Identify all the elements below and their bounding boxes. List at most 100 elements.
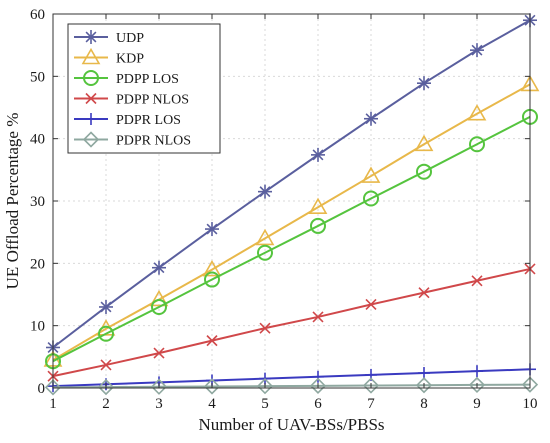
legend-item-pdpp-nlos: PDPP NLOS xyxy=(74,93,189,108)
data-point-pdpr-nlos xyxy=(97,378,115,396)
marker xyxy=(310,217,326,234)
x-tick-label: 7 xyxy=(367,396,375,412)
marker xyxy=(418,287,430,299)
data-point-pdpp-nlos xyxy=(259,322,271,334)
marker xyxy=(97,378,115,396)
marker xyxy=(204,271,220,288)
marker xyxy=(469,136,485,153)
data-point-kdp xyxy=(361,166,381,183)
series-line-pdpr-nlos xyxy=(52,383,531,389)
y-tick-label: 0 xyxy=(38,381,46,397)
data-point-pdpr-nlos xyxy=(256,377,274,395)
series-line-udp xyxy=(52,19,531,349)
x-tick-label: 4 xyxy=(208,396,216,412)
x-tick-label: 10 xyxy=(523,396,538,412)
marker xyxy=(100,359,112,371)
data-point-pdpp-los xyxy=(151,298,167,315)
x-tick-label: 5 xyxy=(261,396,269,412)
marker xyxy=(259,186,271,198)
data-point-pdpp-los xyxy=(416,163,432,180)
marker xyxy=(206,223,218,235)
data-point-udp xyxy=(152,260,166,275)
marker xyxy=(308,197,328,215)
legend-box xyxy=(67,23,221,154)
data-point-pdpr-nlos xyxy=(468,376,486,394)
data-point-kdp xyxy=(308,197,328,215)
data-point-pdpr-nlos xyxy=(309,377,327,394)
marker xyxy=(206,335,218,347)
marker xyxy=(259,322,271,334)
data-point-pdpr-nlos xyxy=(521,376,539,393)
y-tick-label: 60 xyxy=(30,7,45,23)
y-tick-label: 50 xyxy=(30,69,45,85)
marker xyxy=(150,378,168,395)
marker xyxy=(362,377,380,394)
x-tick-label: 3 xyxy=(155,396,163,412)
marker xyxy=(153,262,165,274)
marker xyxy=(365,298,377,311)
data-point-pdpp-los xyxy=(257,244,273,261)
y-tick-label: 10 xyxy=(30,319,45,335)
data-point-udp xyxy=(470,43,484,58)
series-line-pdpp-nlos xyxy=(52,267,531,378)
marker xyxy=(83,70,99,86)
data-point-kdp xyxy=(467,104,487,121)
y-tick-label: 20 xyxy=(30,256,45,272)
marker xyxy=(521,376,539,393)
data-point-udp xyxy=(258,184,272,199)
legend-item-udp: UDP xyxy=(74,30,144,46)
legend-label: PDPP NLOS xyxy=(116,93,189,108)
series-pdpp-nlos xyxy=(47,263,536,382)
data-point-udp xyxy=(364,111,378,126)
data-point-pdpp-los xyxy=(469,136,485,153)
legend-swatch-marker xyxy=(85,113,97,125)
y-tick-label: 40 xyxy=(30,132,45,148)
marker xyxy=(467,104,487,121)
marker xyxy=(471,44,483,56)
data-point-udp xyxy=(205,222,219,237)
legend-label: UDP xyxy=(116,31,144,46)
data-point-pdpp-nlos xyxy=(100,359,112,371)
data-point-pdpp-nlos xyxy=(312,311,324,323)
data-point-udp xyxy=(311,147,325,162)
marker xyxy=(415,377,433,394)
data-point-pdpr-nlos xyxy=(203,378,221,395)
legend-swatch-marker xyxy=(83,70,99,86)
data-point-udp xyxy=(99,299,113,314)
x-tick-label: 9 xyxy=(473,396,481,412)
data-point-kdp xyxy=(414,134,434,152)
data-point-kdp xyxy=(255,228,275,246)
legend-item-kdp: KDP xyxy=(74,47,144,67)
data-point-pdpp-los xyxy=(204,271,220,288)
series-line-kdp xyxy=(52,83,531,361)
x-tick-label: 2 xyxy=(102,396,110,412)
data-point-udp xyxy=(417,76,431,91)
legend-swatch-marker xyxy=(84,30,98,44)
marker xyxy=(85,92,97,105)
data-point-pdpp-nlos xyxy=(418,287,430,299)
series-pdpr-nlos xyxy=(44,376,539,396)
marker xyxy=(363,190,379,207)
data-point-pdpp-nlos xyxy=(365,298,377,311)
ticks: 1 2 3 4 5 6 7 8 9 10 0 10 20 30 40 50 60 xyxy=(30,7,538,412)
data-point-pdpp-los xyxy=(363,190,379,207)
legend-label: PDPR NLOS xyxy=(116,134,191,149)
series-line-pdpr-los xyxy=(52,368,531,388)
data-point-pdpr-los xyxy=(418,367,430,380)
marker xyxy=(202,259,222,277)
marker xyxy=(309,377,327,394)
data-point-pdpr-nlos xyxy=(44,379,62,396)
marker xyxy=(312,311,324,323)
y-axis-label: UE Offload Percentage % xyxy=(3,113,22,290)
data-point-pdpr-los xyxy=(471,365,483,378)
marker xyxy=(365,113,377,125)
marker xyxy=(257,244,273,261)
data-point-pdpr-nlos xyxy=(150,378,168,395)
data-point-pdpr-los xyxy=(312,370,324,383)
marker xyxy=(82,131,100,148)
marker xyxy=(468,376,486,394)
marker xyxy=(98,325,114,342)
legend-item-pdpr-nlos: PDPR NLOS xyxy=(74,131,191,149)
marker xyxy=(149,289,169,307)
series-line-pdpp-los xyxy=(52,115,531,363)
